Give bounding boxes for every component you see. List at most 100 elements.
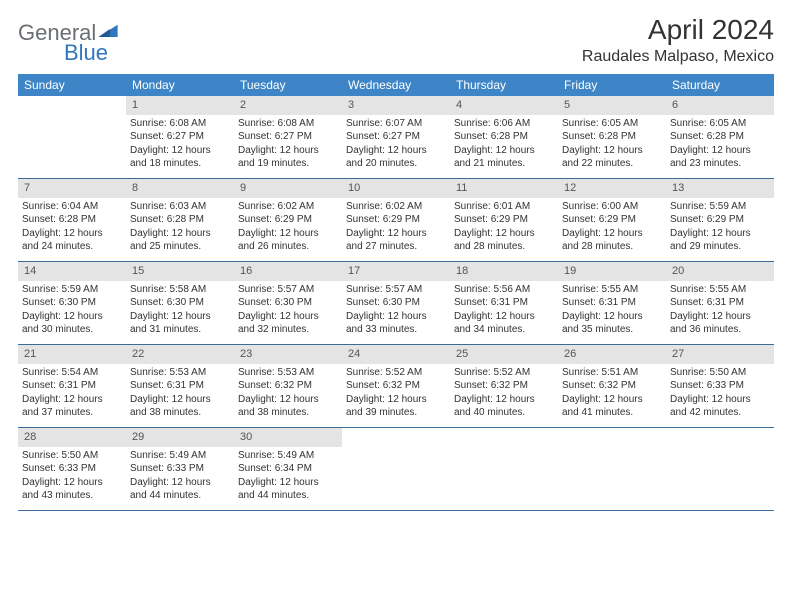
- sunrise-text: Sunrise: 5:59 AM: [22, 283, 122, 297]
- day-body: Sunrise: 5:50 AMSunset: 6:33 PMDaylight:…: [666, 364, 774, 424]
- location: Raudales Malpaso, Mexico: [582, 48, 774, 66]
- sunset-text: Sunset: 6:30 PM: [22, 296, 122, 310]
- daylight-text: Daylight: 12 hours and 43 minutes.: [22, 476, 122, 503]
- sunrise-text: Sunrise: 5:58 AM: [130, 283, 230, 297]
- sunrise-text: Sunrise: 5:50 AM: [670, 366, 770, 380]
- sunset-text: Sunset: 6:28 PM: [22, 213, 122, 227]
- sunset-text: Sunset: 6:30 PM: [238, 296, 338, 310]
- daylight-text: Daylight: 12 hours and 21 minutes.: [454, 144, 554, 171]
- day-number: 24: [342, 345, 450, 364]
- sunrise-text: Sunrise: 5:51 AM: [562, 366, 662, 380]
- logo: GeneralBlue: [18, 14, 118, 66]
- day-number: 9: [234, 179, 342, 198]
- daylight-text: Daylight: 12 hours and 26 minutes.: [238, 227, 338, 254]
- day-body: Sunrise: 5:49 AMSunset: 6:33 PMDaylight:…: [126, 447, 234, 507]
- day-body: Sunrise: 5:53 AMSunset: 6:32 PMDaylight:…: [234, 364, 342, 424]
- daylight-text: Daylight: 12 hours and 41 minutes.: [562, 393, 662, 420]
- sunset-text: Sunset: 6:32 PM: [238, 379, 338, 393]
- daylight-text: Daylight: 12 hours and 44 minutes.: [238, 476, 338, 503]
- day-cell: 2Sunrise: 6:08 AMSunset: 6:27 PMDaylight…: [234, 96, 342, 178]
- day-body: Sunrise: 6:04 AMSunset: 6:28 PMDaylight:…: [18, 198, 126, 258]
- daylight-text: Daylight: 12 hours and 20 minutes.: [346, 144, 446, 171]
- sunrise-text: Sunrise: 5:57 AM: [346, 283, 446, 297]
- day-number: 19: [558, 262, 666, 281]
- sunset-text: Sunset: 6:31 PM: [670, 296, 770, 310]
- day-cell: 9 Sunrise: 6:02 AMSunset: 6:29 PMDaylight…: [234, 179, 342, 261]
- day-cell: 20Sunrise: 5:55 AMSunset: 6:31 PMDayligh…: [666, 262, 774, 344]
- day-cell: 12Sunrise: 6:00 AMSunset: 6:29 PMDayligh…: [558, 179, 666, 261]
- day-number: 30: [234, 428, 342, 447]
- sunset-text: Sunset: 6:29 PM: [346, 213, 446, 227]
- sunset-text: Sunset: 6:29 PM: [562, 213, 662, 227]
- day-cell: 27Sunrise: 5:50 AMSunset: 6:33 PMDayligh…: [666, 345, 774, 427]
- sunrise-text: Sunrise: 6:02 AM: [238, 200, 338, 214]
- sunset-text: Sunset: 6:27 PM: [238, 130, 338, 144]
- day-body: Sunrise: 5:57 AMSunset: 6:30 PMDaylight:…: [342, 281, 450, 341]
- daylight-text: Daylight: 12 hours and 42 minutes.: [670, 393, 770, 420]
- daylight-text: Daylight: 12 hours and 39 minutes.: [346, 393, 446, 420]
- sunset-text: Sunset: 6:27 PM: [130, 130, 230, 144]
- sunrise-text: Sunrise: 5:49 AM: [238, 449, 338, 463]
- header: GeneralBlue April 2024 Raudales Malpaso,…: [18, 14, 774, 66]
- day-number: 14: [18, 262, 126, 281]
- daylight-text: Daylight: 12 hours and 24 minutes.: [22, 227, 122, 254]
- dow-tuesday: Tuesday: [234, 74, 342, 96]
- day-cell: 17Sunrise: 5:57 AMSunset: 6:30 PMDayligh…: [342, 262, 450, 344]
- daylight-text: Daylight: 12 hours and 33 minutes.: [346, 310, 446, 337]
- dow-friday: Friday: [558, 74, 666, 96]
- sunset-text: Sunset: 6:32 PM: [454, 379, 554, 393]
- sunset-text: Sunset: 6:28 PM: [562, 130, 662, 144]
- day-body: Sunrise: 5:51 AMSunset: 6:32 PMDaylight:…: [558, 364, 666, 424]
- daylight-text: Daylight: 12 hours and 25 minutes.: [130, 227, 230, 254]
- day-number: 5: [558, 96, 666, 115]
- day-number: 25: [450, 345, 558, 364]
- day-number: 8: [126, 179, 234, 198]
- daylight-text: Daylight: 12 hours and 27 minutes.: [346, 227, 446, 254]
- day-body: Sunrise: 6:01 AMSunset: 6:29 PMDaylight:…: [450, 198, 558, 258]
- sunrise-text: Sunrise: 5:59 AM: [670, 200, 770, 214]
- sunrise-text: Sunrise: 5:49 AM: [130, 449, 230, 463]
- day-body: Sunrise: 6:05 AMSunset: 6:28 PMDaylight:…: [558, 115, 666, 175]
- day-cell: 5Sunrise: 6:05 AMSunset: 6:28 PMDaylight…: [558, 96, 666, 178]
- sunrise-text: Sunrise: 6:03 AM: [130, 200, 230, 214]
- daylight-text: Daylight: 12 hours and 28 minutes.: [562, 227, 662, 254]
- daylight-text: Daylight: 12 hours and 35 minutes.: [562, 310, 662, 337]
- sunset-text: Sunset: 6:29 PM: [238, 213, 338, 227]
- day-number: 29: [126, 428, 234, 447]
- sunset-text: Sunset: 6:32 PM: [562, 379, 662, 393]
- sunset-text: Sunset: 6:28 PM: [454, 130, 554, 144]
- day-cell: 19Sunrise: 5:55 AMSunset: 6:31 PMDayligh…: [558, 262, 666, 344]
- day-number: 16: [234, 262, 342, 281]
- day-body: Sunrise: 5:56 AMSunset: 6:31 PMDaylight:…: [450, 281, 558, 341]
- day-number: 23: [234, 345, 342, 364]
- sunset-text: Sunset: 6:32 PM: [346, 379, 446, 393]
- day-cell: 10Sunrise: 6:02 AMSunset: 6:29 PMDayligh…: [342, 179, 450, 261]
- sunrise-text: Sunrise: 5:55 AM: [562, 283, 662, 297]
- sunrise-text: Sunrise: 6:05 AM: [670, 117, 770, 131]
- daylight-text: Daylight: 12 hours and 23 minutes.: [670, 144, 770, 171]
- dow-saturday: Saturday: [666, 74, 774, 96]
- sunrise-text: Sunrise: 6:00 AM: [562, 200, 662, 214]
- day-number: 4: [450, 96, 558, 115]
- day-cell: 28Sunrise: 5:50 AMSunset: 6:33 PMDayligh…: [18, 428, 126, 510]
- day-body: Sunrise: 5:53 AMSunset: 6:31 PMDaylight:…: [126, 364, 234, 424]
- sunset-text: Sunset: 6:30 PM: [346, 296, 446, 310]
- day-body: Sunrise: 5:52 AMSunset: 6:32 PMDaylight:…: [450, 364, 558, 424]
- day-body: Sunrise: 5:57 AMSunset: 6:30 PMDaylight:…: [234, 281, 342, 341]
- day-cell: [450, 428, 558, 510]
- sunrise-text: Sunrise: 6:01 AM: [454, 200, 554, 214]
- sunrise-text: Sunrise: 6:04 AM: [22, 200, 122, 214]
- day-number: 13: [666, 179, 774, 198]
- sunrise-text: Sunrise: 5:50 AM: [22, 449, 122, 463]
- sunrise-text: Sunrise: 6:02 AM: [346, 200, 446, 214]
- day-cell: 21Sunrise: 5:54 AMSunset: 6:31 PMDayligh…: [18, 345, 126, 427]
- sunset-text: Sunset: 6:28 PM: [670, 130, 770, 144]
- sunset-text: Sunset: 6:31 PM: [130, 379, 230, 393]
- day-body: Sunrise: 5:58 AMSunset: 6:30 PMDaylight:…: [126, 281, 234, 341]
- day-number: 18: [450, 262, 558, 281]
- week-row: 1Sunrise: 6:08 AMSunset: 6:27 PMDaylight…: [18, 96, 774, 179]
- daylight-text: Daylight: 12 hours and 37 minutes.: [22, 393, 122, 420]
- day-cell: 30Sunrise: 5:49 AMSunset: 6:34 PMDayligh…: [234, 428, 342, 510]
- day-cell: [342, 428, 450, 510]
- sunset-text: Sunset: 6:29 PM: [670, 213, 770, 227]
